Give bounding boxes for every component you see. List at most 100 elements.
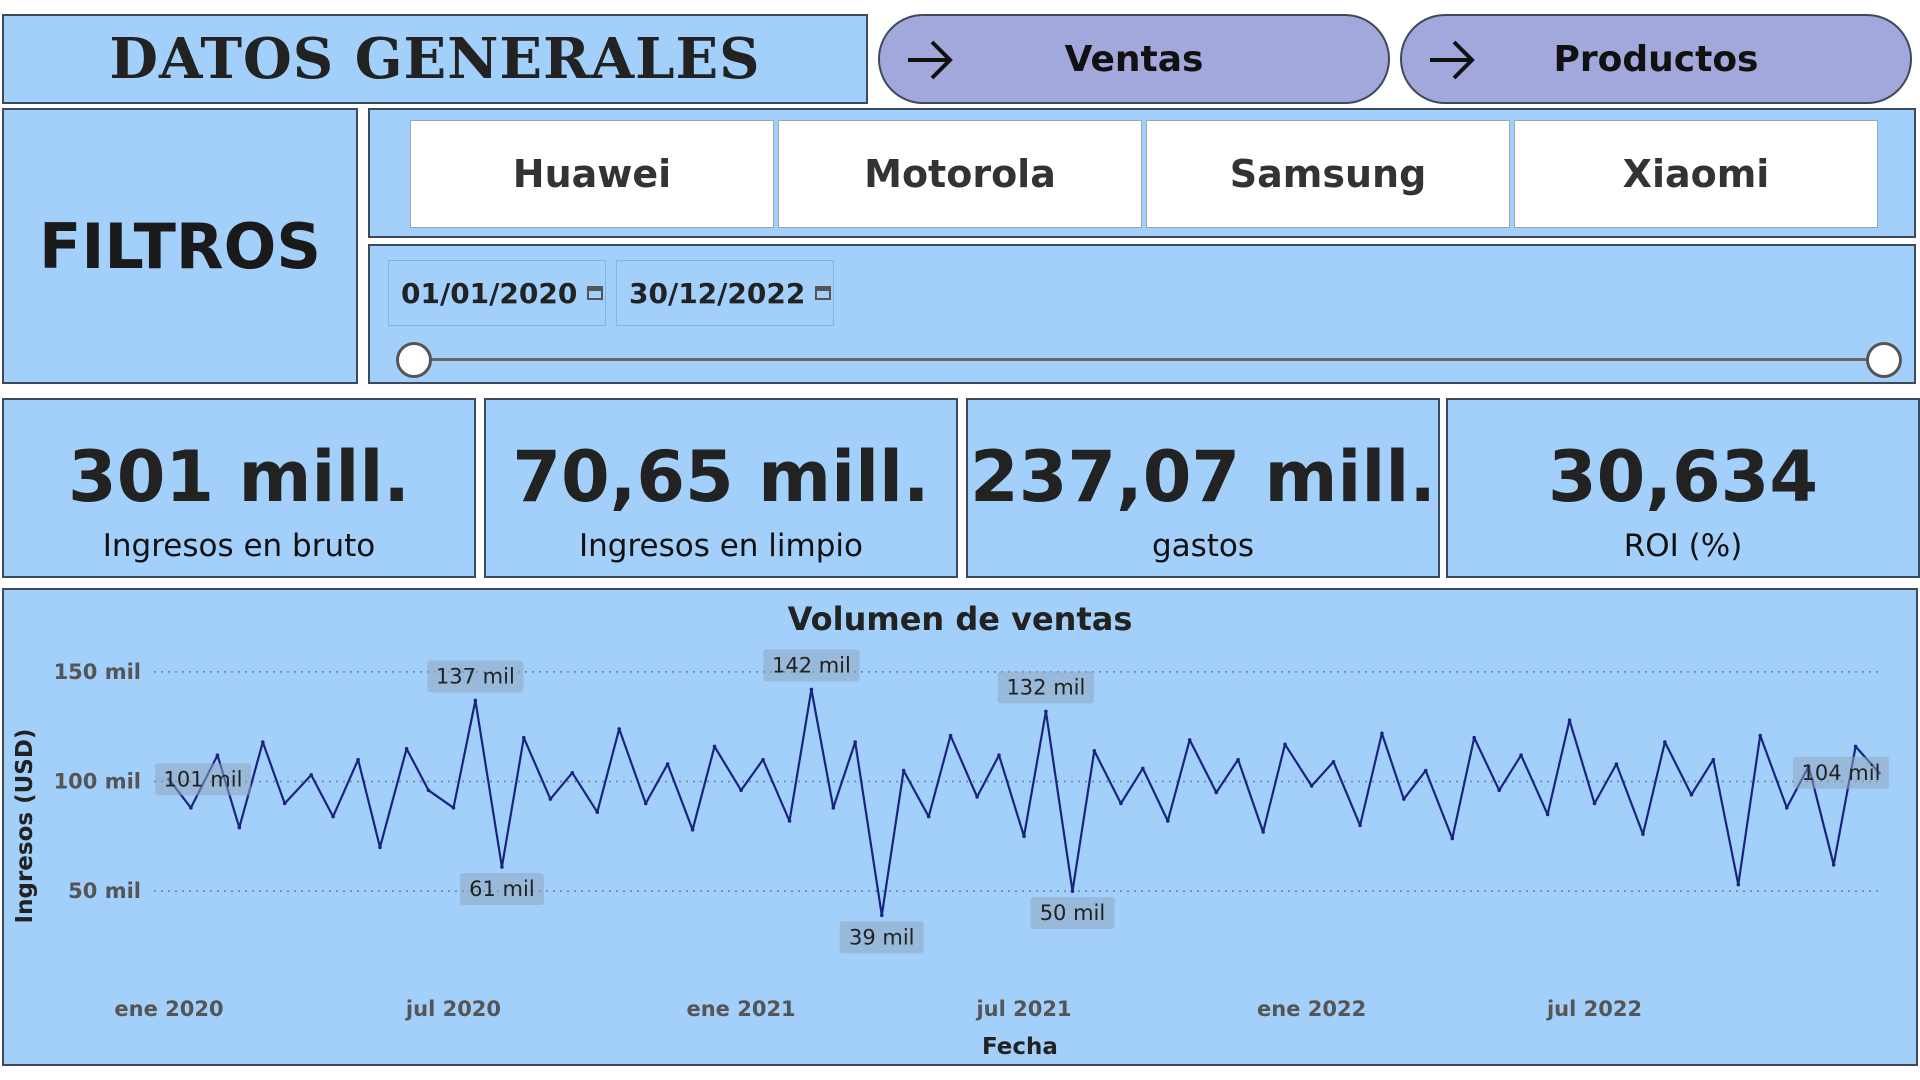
arrow-right-icon	[908, 40, 953, 80]
data-point	[1119, 801, 1123, 806]
data-label: 142 mil	[772, 653, 851, 677]
data-point	[1450, 836, 1455, 841]
x-tick-label: jul 2021	[975, 997, 1071, 1021]
data-point	[215, 753, 220, 758]
data-point	[1472, 735, 1476, 740]
data-point	[1044, 709, 1048, 714]
end-date-value: 30/12/2022	[629, 276, 806, 310]
data-point	[879, 913, 884, 918]
kpi-caption: Ingresos en limpio	[579, 528, 863, 564]
data-label-background	[1793, 756, 1889, 789]
data-point	[1092, 749, 1097, 753]
data-point	[189, 806, 193, 810]
productos-nav-label: Productos	[1553, 38, 1759, 80]
data-point	[404, 746, 409, 751]
data-point	[1519, 753, 1523, 758]
data-point	[901, 768, 906, 773]
kpi-card-roi: 30,634 ROI (%)	[1446, 398, 1920, 578]
ventas-nav-label: Ventas	[1064, 38, 1204, 80]
data-point	[1187, 738, 1192, 742]
data-point	[522, 735, 526, 740]
data-point	[500, 865, 504, 869]
data-label-background	[763, 649, 860, 682]
data-point	[1261, 830, 1265, 834]
page-title: DATOS GENERALES	[109, 26, 761, 92]
data-point	[356, 757, 360, 762]
brand-button-motorola[interactable]: Motorola	[778, 120, 1142, 228]
calendar-icon[interactable]	[587, 286, 604, 300]
data-label-background	[155, 763, 251, 796]
data-label: 101 mil	[164, 767, 243, 791]
y-axis-label: Ingresos (USD)	[12, 729, 38, 924]
data-point	[1140, 766, 1145, 771]
page-title-panel: DATOS GENERALES	[2, 14, 868, 104]
date-slider-end-handle[interactable]	[1866, 342, 1902, 378]
sales-volume-chart: 50 mil 100 mil 150 mil ene 2020 jul 2020 ene …	[2, 588, 1918, 1066]
data-point	[1022, 834, 1026, 839]
data-label: 39 mil	[849, 925, 915, 949]
brand-button-xiaomi[interactable]: Xiaomi	[1514, 120, 1878, 228]
data-point	[1331, 760, 1336, 764]
data-point	[595, 810, 600, 815]
data-point	[1283, 742, 1287, 747]
start-date-value: 01/01/2020	[401, 276, 578, 310]
ventas-nav-button[interactable]: Ventas	[878, 14, 1390, 104]
data-point	[473, 698, 478, 703]
kpi-caption: Ingresos en bruto	[102, 528, 376, 564]
data-point	[260, 740, 265, 744]
data-point	[997, 753, 1001, 758]
data-label: 137 mil	[436, 664, 515, 688]
x-tick-label: jul 2022	[1546, 997, 1642, 1021]
data-point	[1545, 812, 1550, 817]
data-point	[712, 744, 717, 749]
data-point	[1214, 790, 1219, 795]
data-label-background	[839, 921, 924, 954]
end-date-input[interactable]: 30/12/2022	[616, 260, 834, 326]
data-point	[761, 757, 765, 762]
data-point	[1853, 744, 1858, 749]
date-range-slicer: 01/01/2020 30/12/2022	[368, 244, 1916, 384]
data-point	[237, 825, 242, 830]
series-line	[168, 688, 1880, 917]
data-point	[1358, 823, 1362, 828]
x-axis-label: Fecha	[982, 1034, 1058, 1060]
data-point	[1592, 801, 1597, 806]
start-date-input[interactable]: 01/01/2020	[388, 260, 606, 326]
data-point	[1784, 806, 1789, 810]
data-label-background	[427, 660, 524, 693]
data-point	[1567, 718, 1572, 722]
brand-button-huawei[interactable]: Huawei	[410, 120, 774, 228]
kpi-caption: ROI (%)	[1623, 528, 1743, 564]
data-point	[309, 773, 314, 777]
data-point	[1614, 762, 1619, 766]
data-point	[426, 788, 431, 793]
kpi-value: 237,07 mill.	[969, 436, 1436, 518]
data-point	[787, 819, 792, 823]
data-label: 61 mil	[469, 877, 535, 901]
date-slider-track[interactable]	[414, 358, 1884, 361]
y-tick-label: 50 mil	[68, 879, 141, 903]
date-slider-start-handle[interactable]	[396, 342, 432, 378]
kpi-card-expenses: 237,07 mill. gastos	[966, 398, 1440, 578]
data-point	[1423, 768, 1428, 773]
productos-nav-button[interactable]: Productos	[1400, 14, 1912, 104]
data-point	[665, 762, 670, 766]
data-point	[926, 814, 931, 819]
brand-button-samsung[interactable]: Samsung	[1146, 120, 1510, 228]
kpi-value: 30,634	[1547, 436, 1819, 518]
calendar-icon[interactable]	[815, 286, 832, 300]
x-tick-label: ene 2022	[1257, 997, 1366, 1021]
data-point	[831, 806, 836, 810]
y-tick-label: 150 mil	[54, 660, 141, 684]
data-point	[1711, 757, 1716, 762]
data-point	[1380, 731, 1384, 736]
data-point	[975, 795, 979, 799]
data-point	[451, 806, 456, 810]
data-point	[548, 797, 553, 801]
data-point	[1166, 819, 1170, 823]
data-label-background	[459, 873, 544, 906]
x-tick-label: jul 2020	[405, 997, 501, 1021]
kpi-card-gross-income: 301 mill. Ingresos en bruto	[2, 398, 476, 578]
data-point	[1070, 889, 1075, 893]
data-point	[617, 727, 621, 731]
